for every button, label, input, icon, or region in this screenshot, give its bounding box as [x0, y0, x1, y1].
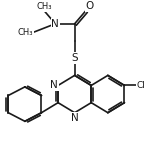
Text: N: N [71, 113, 79, 123]
Text: N: N [50, 80, 58, 90]
Text: Cl: Cl [137, 81, 146, 90]
Text: O: O [86, 1, 94, 11]
Text: S: S [71, 53, 78, 63]
Text: N: N [51, 19, 59, 29]
Text: CH₃: CH₃ [18, 28, 33, 37]
Text: CH₃: CH₃ [36, 2, 52, 11]
